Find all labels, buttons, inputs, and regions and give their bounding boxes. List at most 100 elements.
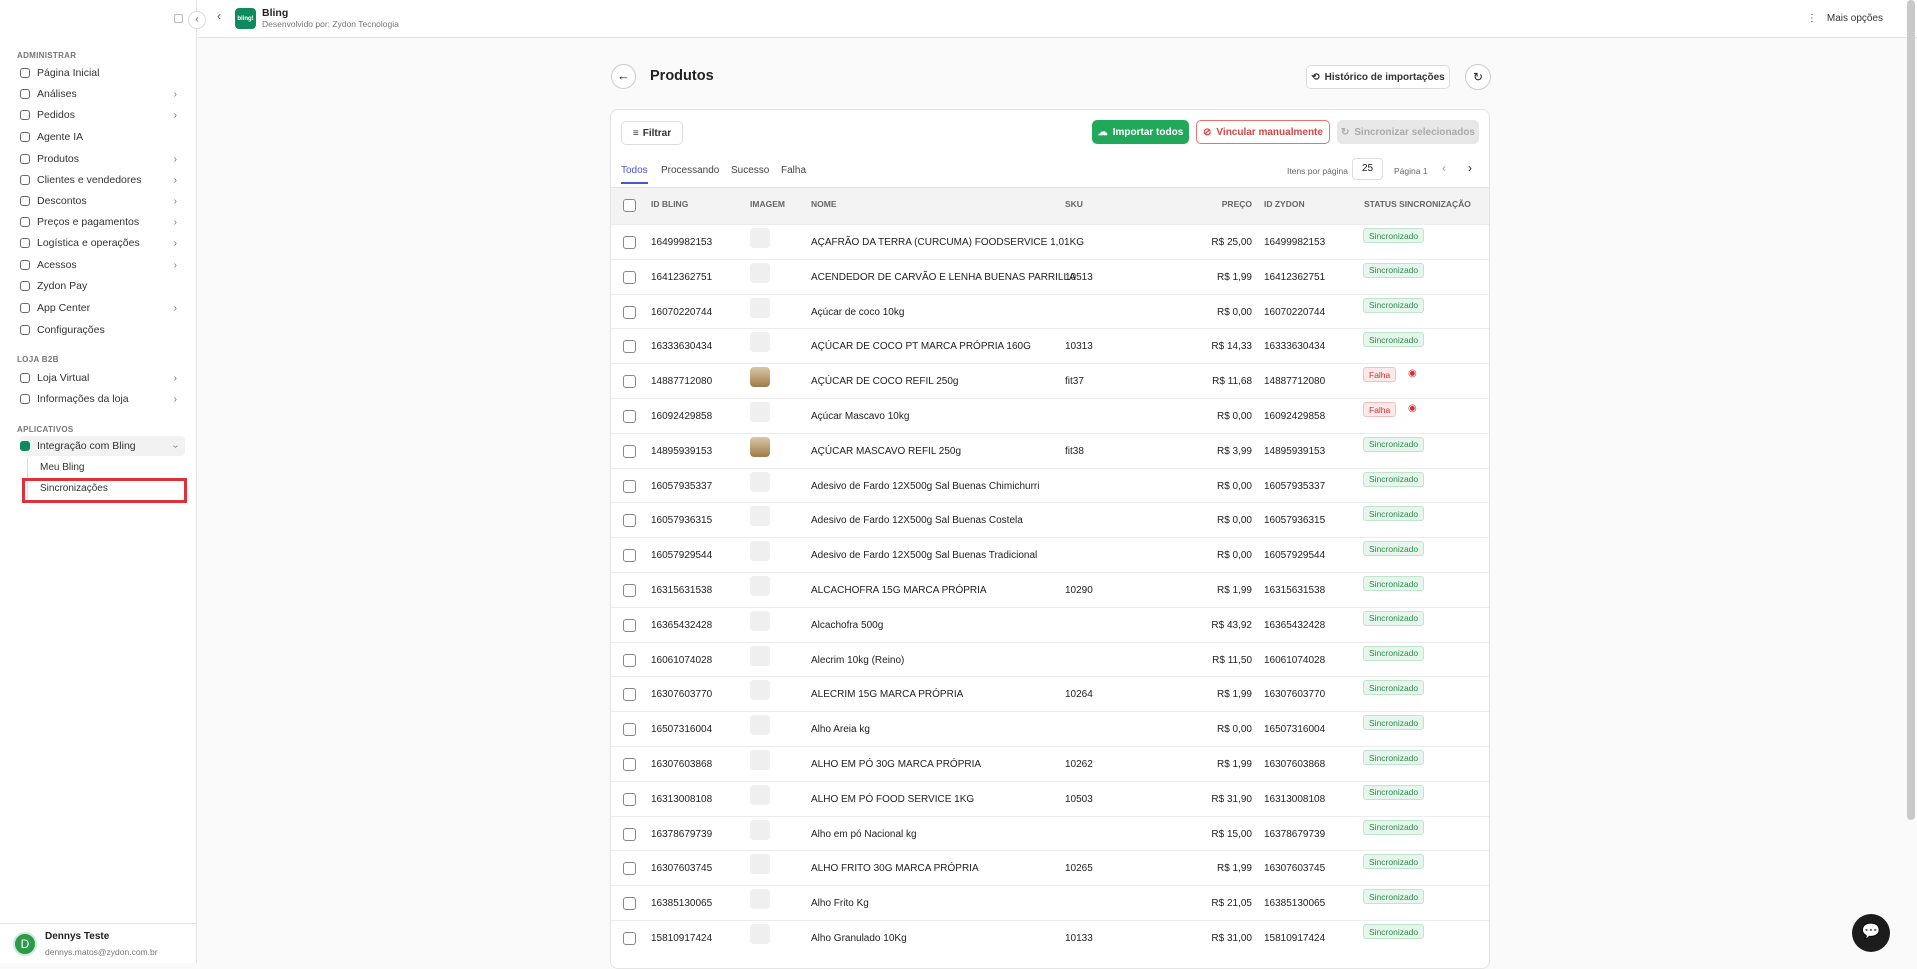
status-badge: Sincronizado [1363,262,1425,278]
table-row: 16412362751 ACENDEDOR DE CARVÃO E LENHA B… [611,258,1489,294]
back-button[interactable]: ← [611,64,636,89]
chevron: › [169,444,181,448]
row-checkbox[interactable] [623,410,636,423]
price: R$ 0,00 [1216,411,1252,422]
product-name: Açúcar de coco 10kg [811,306,905,318]
price: R$ 0,00 [1216,550,1252,562]
nav-item[interactable]: Preços e pagamentos › [20,212,185,232]
status-badge: Sincronizado [1363,297,1425,313]
row-checkbox[interactable] [623,375,636,389]
history-label: Histórico de importações [1324,71,1445,83]
view-error[interactable]: ◉ [1408,368,1417,380]
nav-item[interactable]: Logística e operações › [20,233,185,253]
row-checkbox[interactable] [623,792,636,806]
status-badge: Sincronizado [1363,924,1425,939]
row-checkbox[interactable] [623,827,636,841]
nav-item[interactable]: Pedidos › [20,105,185,125]
row-checkbox[interactable] [623,340,636,354]
nav-item[interactable]: App Center › [20,298,185,318]
product-image [750,750,770,770]
nav-item[interactable]: Loja Virtual › [20,368,185,388]
nav-item[interactable]: Clientes e vendedores › [20,170,185,190]
collapse-button[interactable]: ‹ [188,11,206,29]
id-zydon: 16307603868 [1264,759,1326,770]
product-name: Alho Granulado 10Kg [811,933,907,944]
row-checkbox[interactable] [623,758,636,771]
price: R$ 31,90 [1211,793,1252,805]
chat-button[interactable]: 💬 [1852,914,1890,952]
nav-item[interactable]: Acessos › [20,255,185,275]
link-manual-button[interactable]: ⊘ Vincular manualmente [1196,120,1330,144]
row-checkbox[interactable] [623,862,636,876]
tab[interactable]: Falha [781,165,807,176]
back-icon[interactable]: ‹ [217,9,221,23]
product-image [750,367,770,388]
filter-button[interactable]: ≡ Filtrar [621,121,683,145]
id-zydon: 16307603745 [1264,863,1326,875]
nav-icon [20,260,30,270]
per-page-select[interactable]: 25 [1352,158,1383,180]
id-zydon: 16070220744 [1264,306,1326,318]
row-checkbox[interactable] [623,723,636,737]
product-image [750,402,770,422]
nav-item[interactable]: Configurações [20,320,185,340]
row-checkbox[interactable] [623,688,636,702]
table-row: 16092429858 Açúcar Mascavo 10kg R$ 0,00 160… [611,398,1489,433]
nav-icon [20,68,30,78]
sku: 10265 [1065,863,1093,875]
id-zydon: 16061074028 [1264,654,1326,666]
sync-selected-button[interactable]: ↻ Sincronizar selecionados [1337,120,1479,144]
price: R$ 15,00 [1211,828,1252,840]
product-image [750,332,770,353]
id-zydon: 16385130065 [1264,898,1326,910]
nav-item[interactable]: Produtos › [20,149,185,169]
nav-item[interactable]: Informações da loja › [20,389,185,409]
tab[interactable]: Processando [661,165,720,176]
chevron: › [173,153,177,165]
row-checkbox[interactable] [623,444,636,458]
row-checkbox[interactable] [623,932,636,945]
nav-item[interactable]: Integração com Bling › [20,436,185,456]
nav-item[interactable]: Zydon Pay [20,276,185,296]
pin-icon[interactable] [174,14,183,23]
import-all-button[interactable]: ☁ Importar todos [1092,120,1189,144]
row-checkbox[interactable] [623,479,636,493]
row-checkbox[interactable] [623,236,636,249]
more-options[interactable]: ⋮ Mais opções [1806,13,1883,24]
product-image [750,471,770,492]
price: R$ 0,00 [1216,480,1252,492]
row-checkbox[interactable] [623,618,636,632]
scrollbar[interactable] [1907,0,1915,820]
submenu-item[interactable]: Meu Bling [40,462,85,473]
nav-label: Zydon Pay [37,280,88,292]
row-checkbox[interactable] [623,270,636,284]
history-button[interactable]: ⟲ Histórico de importações [1306,65,1450,89]
row-checkbox[interactable] [623,305,636,319]
user-name: Dennys Teste [45,931,110,942]
column-header: SKU [1065,199,1083,209]
tab[interactable]: Todos [621,165,648,184]
nav-item[interactable]: Agente IA [20,127,185,147]
nav-item[interactable]: Descontos › [20,191,185,211]
status-badge: Sincronizado [1363,471,1425,487]
view-error[interactable]: ◉ [1408,403,1417,414]
submenu-item[interactable]: Sincronizações [40,483,108,494]
table-row: 15810917424 Alho Granulado 10Kg 10133 R$ 31… [611,920,1489,955]
product-name: ALHO EM PÓ FOOD SERVICE 1KG [811,793,975,805]
row-checkbox[interactable] [623,549,636,563]
prev-page[interactable]: ‹ [1442,161,1446,175]
tab[interactable]: Sucesso [731,165,770,176]
chevron: › [173,109,177,121]
refresh-button[interactable]: ↻ [1465,64,1491,90]
select-all[interactable] [623,199,636,212]
row-checkbox[interactable] [623,514,636,528]
sku: 10264 [1065,689,1093,701]
nav-item[interactable]: Página Inicial [20,63,185,83]
row-checkbox[interactable] [623,584,636,597]
row-checkbox[interactable] [623,653,636,667]
row-checkbox[interactable] [623,897,636,911]
avatar[interactable]: D [13,932,37,956]
next-page[interactable]: › [1468,161,1472,175]
nav-item[interactable]: Análises › [20,84,185,104]
id-zydon: 16057936315 [1264,515,1326,527]
